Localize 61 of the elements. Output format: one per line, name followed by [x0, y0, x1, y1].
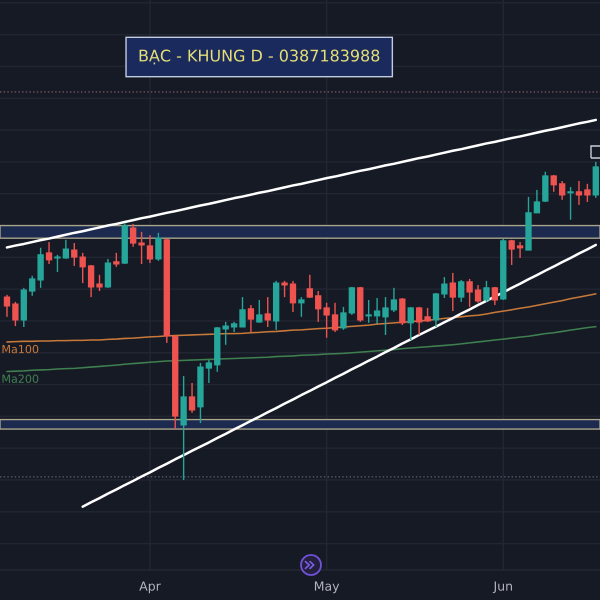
candlestick	[88, 264, 94, 298]
candlestick	[188, 382, 196, 414]
series-label: Ma100	[2, 344, 38, 354]
candlestick	[230, 321, 238, 333]
candlestick	[29, 275, 36, 297]
candlestick	[408, 306, 414, 341]
candlestick	[80, 252, 86, 284]
candlestick	[62, 239, 70, 260]
candlestick	[71, 242, 78, 267]
candlestick	[466, 278, 473, 308]
candlestick	[113, 252, 120, 268]
candlestick	[399, 297, 406, 326]
candlestick	[576, 180, 582, 206]
candlestick	[155, 232, 162, 262]
candlestick	[46, 241, 52, 265]
candlestick	[306, 274, 313, 299]
candlestick	[12, 301, 19, 327]
candlestick	[374, 297, 380, 324]
x-tick-label: Apr	[139, 581, 161, 594]
candlestick	[96, 274, 103, 292]
candlestick	[138, 231, 145, 265]
candlestick	[315, 290, 322, 323]
candlestick	[424, 307, 431, 323]
candlestick	[256, 299, 262, 324]
candlestick	[323, 302, 330, 338]
candlestick	[130, 223, 136, 248]
candlestick	[206, 359, 212, 384]
candlestick	[146, 234, 154, 264]
candlestick	[550, 174, 557, 192]
candlestick	[298, 296, 305, 318]
candlestick	[474, 284, 482, 304]
candlestick	[264, 296, 271, 328]
candlestick	[248, 304, 254, 333]
candlestick	[416, 306, 422, 336]
candlestick	[492, 286, 498, 306]
candlestick	[567, 186, 574, 220]
candlestick	[239, 296, 246, 328]
x-tick-label: Jun	[492, 581, 512, 594]
candlestick	[534, 189, 540, 214]
candlestick	[104, 258, 112, 289]
candlestick	[54, 254, 61, 273]
series-label: Ma200	[2, 374, 38, 383]
candlestick	[441, 276, 448, 299]
candlestick	[222, 321, 229, 346]
candlestick	[390, 287, 398, 313]
candlestick	[508, 239, 515, 266]
candlestick	[281, 280, 288, 298]
candlestick	[584, 183, 591, 203]
candlestick	[340, 306, 347, 331]
candlestick	[483, 280, 490, 303]
chart-title: BẠC - KHUNG D - 0387183988	[140, 50, 380, 64]
candlestick	[4, 294, 10, 318]
candlestick	[290, 280, 296, 313]
candlestick	[558, 180, 566, 200]
candlestick	[516, 241, 524, 259]
x-tick-label: May	[314, 581, 340, 594]
candlestick	[450, 272, 456, 312]
candlestick	[458, 279, 464, 303]
candlestick	[332, 302, 338, 333]
candlestick	[366, 299, 372, 324]
candlestick	[382, 296, 389, 336]
